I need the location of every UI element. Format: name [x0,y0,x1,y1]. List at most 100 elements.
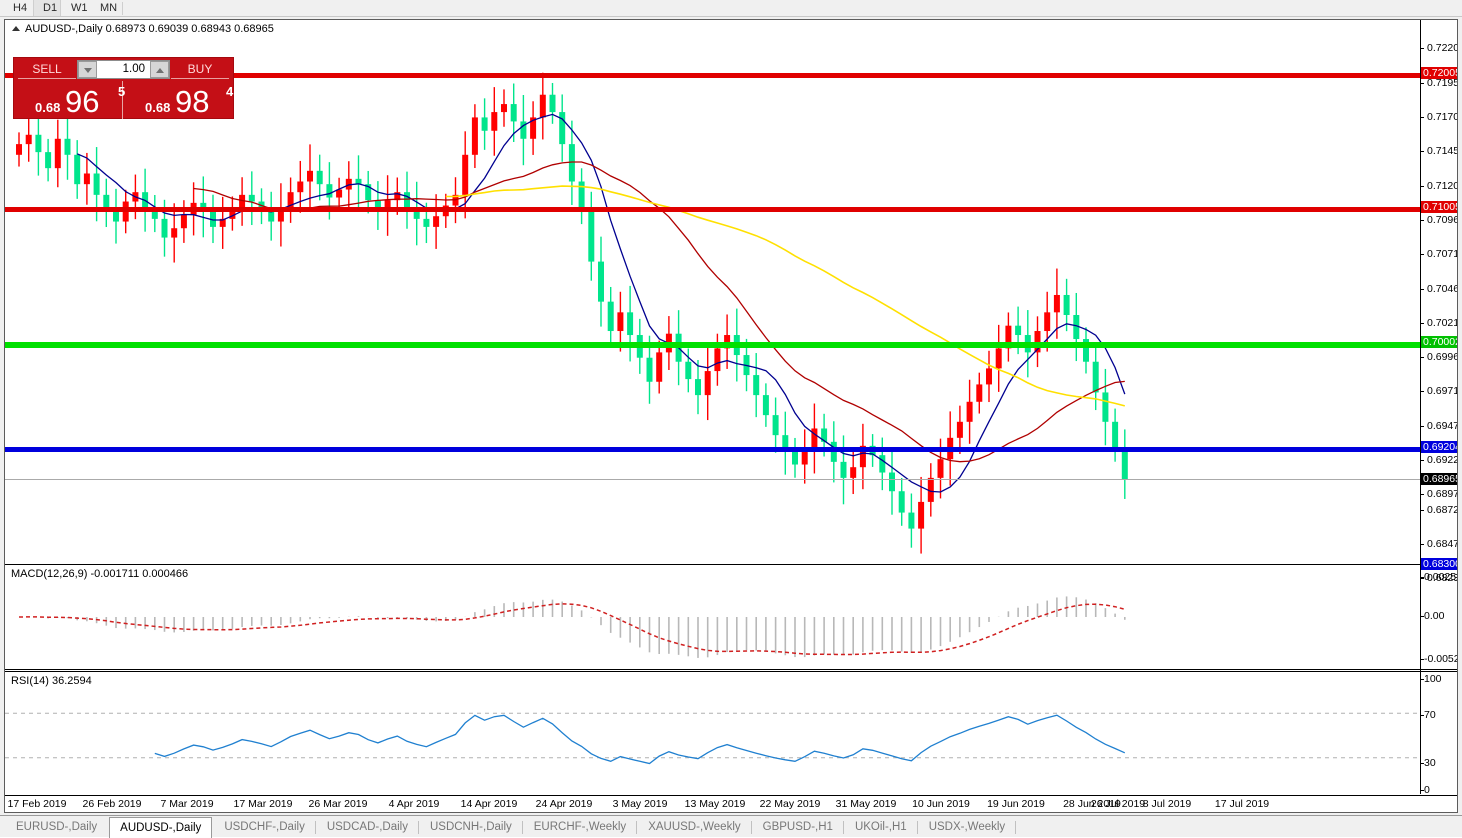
sell-price-big: 96 [65,84,100,119]
level-line-0.72005[interactable] [5,73,1421,78]
buy-button[interactable]: 0.68 98 4 [125,81,234,119]
rsi-title: RSI(14) 36.2594 [11,675,92,687]
sell-label[interactable]: SELL [18,61,76,79]
chart-tab-eurusd--daily[interactable]: EURUSD-,Daily [16,821,98,833]
triangle-up-icon[interactable] [12,26,20,31]
price-axis[interactable]: 0.72200 0.71950 0.71705 0.71455 0.71205 0.709… [1421,20,1457,794]
price-tick [1421,323,1424,324]
chart-title: AUDUSD-,Daily 0.68973 0.69039 0.68943 0.… [25,23,274,35]
price-tick-label: 0.68970 [1427,488,1457,500]
rsi-axis-label: 100 [1424,673,1442,685]
chevron-up-icon [156,68,164,73]
tab-divider [636,821,638,834]
axis-separator [1420,20,1421,794]
price-level-label[interactable]: 0.70002 [1421,336,1457,348]
time-axis-label: 10 Jun 2019 [912,798,970,810]
price-tick [1421,220,1424,221]
volume-increase-button[interactable] [150,61,169,78]
price-tick [1421,578,1424,579]
price-tick-label: 0.68230 [1427,572,1457,584]
macd-pane[interactable]: MACD(12,26,9) -0.001711 0.000466 [5,564,1457,670]
chart-tab-audusd--daily[interactable]: AUDUSD-,Daily [109,817,213,838]
price-level-label[interactable]: 0.72005 [1421,67,1457,79]
macd-axis-label: 0.002522 [1424,571,1457,583]
price-tick-label: 0.70215 [1427,317,1457,329]
chart-window[interactable]: AUDUSD-,Daily 0.68973 0.69039 0.68943 0.… [4,19,1458,813]
sell-button[interactable]: 0.68 96 5 [15,81,126,119]
volume-value: 1.00 [122,63,145,75]
price-level-label[interactable]: 0.68965 [1421,473,1457,485]
timeframe-button-d1[interactable]: D1 [33,0,61,16]
chart-tab-bar[interactable]: EURUSD-,Daily AUDUSD-,Daily USDCHF-,Daily U… [0,815,1462,838]
price-level-label[interactable]: 0.69204 [1421,441,1457,453]
macd-plot [18,596,1126,658]
timeframe-button-mn[interactable]: MN [100,2,118,14]
price-tick [1421,426,1424,427]
buy-price-fraction: 4 [226,84,234,99]
tab-divider [842,821,844,834]
rsi-axis-label: 70 [1424,709,1436,721]
chart-tab-usdx--weekly[interactable]: USDX-,Weekly [928,821,1006,833]
chart-tab-usdcad--daily[interactable]: USDCAD-,Daily [326,821,408,833]
price-tick-label: 0.70460 [1427,283,1457,295]
time-axis-label: 17 Feb 2019 [7,798,67,810]
time-axis-label: 26 Jul 2019 [1090,798,1146,810]
time-axis-label: 26 Feb 2019 [82,798,142,810]
tab-divider [521,821,523,834]
level-line-0.71005[interactable] [5,207,1421,212]
time-axis-label: 22 May 2019 [759,798,821,810]
time-axis-label: 26 Mar 2019 [308,798,368,810]
price-pane[interactable]: AUDUSD-,Daily 0.68973 0.69039 0.68943 0.… [5,20,1457,569]
chart-tab-usdchf--daily[interactable]: USDCHF-,Daily [224,821,305,833]
price-tick-label: 0.69220 [1427,454,1457,466]
price-tick-label: 0.69965 [1427,351,1457,363]
price-tick [1421,544,1424,545]
volume-input[interactable]: 1.00 [77,60,170,79]
time-axis[interactable]: 17 Feb 2019 26 Feb 2019 7 Mar 2019 17 Mar 2… [5,795,1457,812]
chart-tab-usdcnh--daily[interactable]: USDCNH-,Daily [429,821,512,833]
price-tick [1421,494,1424,495]
timeframe-button-w1[interactable]: W1 [71,2,88,14]
price-level-label[interactable]: 0.68300 [1421,558,1457,570]
macd-axis-tick [1421,659,1424,660]
rsi-axis-label: 30 [1424,757,1436,769]
price-tick-label: 0.68725 [1427,504,1457,516]
chart-tab-eurchf--weekly[interactable]: EURCHF-,Weekly [533,821,627,833]
rsi-axis-tick [1421,679,1424,680]
rsi-axis-tick [1421,763,1424,764]
macd-axis-label: -0.00523 [1424,653,1457,665]
tab-divider [1015,821,1017,834]
time-axis-label: 13 May 2019 [684,798,746,810]
rsi-axis-tick [1421,715,1424,716]
rsi-pane[interactable]: RSI(14) 36.2594 [5,671,1457,794]
tab-divider [916,821,918,834]
time-axis-label: 31 May 2019 [835,798,897,810]
price-tick [1421,151,1424,152]
tab-divider [314,821,316,834]
timeframe-toolbar: H4 D1 W1 MN [0,0,1462,17]
chart-tab-gbpusd--h1[interactable]: GBPUSD-,H1 [762,821,833,833]
time-axis-label: 7 Mar 2019 [160,798,214,810]
macd-axis-label: 0.00 [1424,610,1445,622]
chart-tab-xauusd--weekly[interactable]: XAUUSD-,Weekly [648,821,741,833]
volume-decrease-button[interactable] [78,61,97,78]
timeframe-button-h4[interactable]: H4 [13,2,28,14]
time-axis-label: 3 May 2019 [612,798,668,810]
rsi-axis-label: 0 [1424,784,1430,796]
one-click-trade-panel[interactable]: SELL 1.00 BUY 0.68 96 5 0.68 98 4 [13,57,234,119]
price-tick [1421,254,1424,255]
time-axis-label: 17 Jul 2019 [1214,798,1270,810]
level-line-0.68965[interactable] [5,479,1421,480]
toolbar-divider [122,2,123,15]
buy-label[interactable]: BUY [171,61,229,79]
price-level-label[interactable]: 0.71005 [1421,201,1457,213]
sell-price-fraction: 5 [118,84,126,99]
time-axis-label: 4 Apr 2019 [388,798,440,810]
price-tick [1421,357,1424,358]
time-axis-label: 8 Jul 2019 [1142,798,1192,810]
level-line-0.69204[interactable] [5,447,1421,452]
level-line-0.70002[interactable] [5,342,1421,348]
price-tick-label: 0.71455 [1427,145,1457,157]
chart-tab-ukoil--h1[interactable]: UKOil-,H1 [854,821,907,833]
